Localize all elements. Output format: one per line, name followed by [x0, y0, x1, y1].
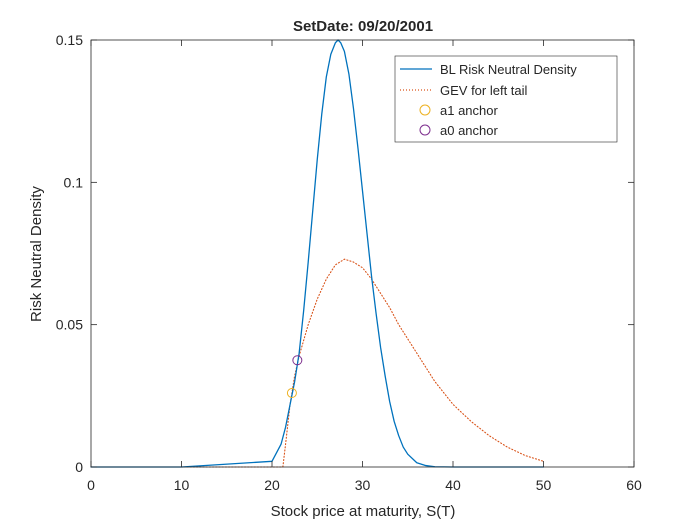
x-tick-label: 10 — [174, 477, 190, 493]
marker-a0-anchor — [292, 355, 303, 366]
x-tick-label: 40 — [445, 477, 461, 493]
marker-a1-anchor — [286, 387, 297, 398]
x-axis-label: Stock price at maturity, S(T) — [271, 503, 456, 520]
series-layer — [90, 39, 545, 468]
x-tick-label: 60 — [626, 477, 642, 493]
chart-title: SetDate: 09/20/2001 — [293, 18, 433, 35]
y-axis-label: Risk Neutral Density — [28, 186, 45, 322]
x-tick-label: 30 — [355, 477, 371, 493]
y-tick-label: 0 — [75, 459, 83, 475]
tick-layer: 0 10 20 30 40 50 60 0 0.05 0.1 0.15 — [56, 32, 642, 493]
legend-marker-a0 — [419, 124, 431, 136]
y-tick-label: 0.05 — [56, 317, 83, 333]
legend: BL Risk Neutral Density GEV for left tai… — [394, 55, 618, 143]
y-tick-label: 0.1 — [64, 174, 84, 190]
legend-box — [394, 55, 618, 143]
y-tick-label: 0.15 — [56, 32, 83, 48]
legend-label-bl-density: BL Risk Neutral Density — [440, 62, 577, 77]
legend-label-a1: a1 anchor — [440, 103, 498, 118]
marker-layer — [286, 355, 303, 398]
series-line-bl-density — [90, 39, 545, 468]
legend-label-a0: a0 anchor — [440, 123, 498, 138]
x-tick-label: 0 — [87, 477, 95, 493]
x-tick-label: 20 — [264, 477, 280, 493]
x-tick-label: 50 — [536, 477, 552, 493]
legend-marker-a1 — [419, 104, 431, 116]
legend-label-gev: GEV for left tail — [440, 83, 528, 98]
